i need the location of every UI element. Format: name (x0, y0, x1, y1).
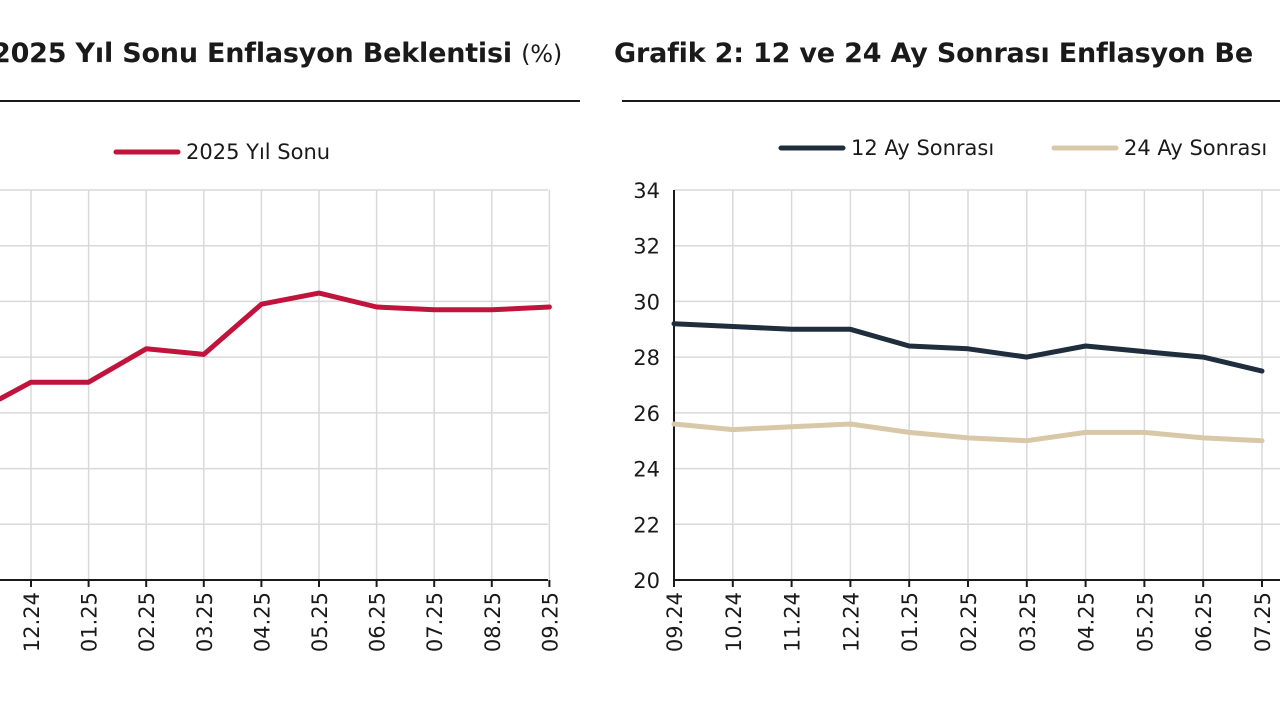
chart1-legend-label: 2025 Yıl Sonu (186, 140, 330, 164)
chart2-x-tick-label: 06.25 (1192, 592, 1216, 652)
chart2-x-tick-label: 05.25 (1133, 592, 1157, 652)
chart2-y-tick-label: 30 (633, 290, 660, 314)
chart2-x-tick-label: 12.24 (839, 592, 863, 652)
chart1-x-tick-label: 09.25 (538, 592, 562, 652)
chart2-x-tick-label: 07.25 (1251, 592, 1275, 652)
chart2-x-tick-label: 01.25 (898, 592, 922, 652)
chart2-legend-label-2: 24 Ay Sonrası (1124, 136, 1267, 160)
chart1-x-tick-label: 04.25 (250, 592, 274, 652)
chart1-series-line (0, 290, 552, 402)
chart2-series-line-2 (671, 421, 1265, 444)
chart2-y-tick-label: 20 (633, 569, 660, 593)
chart2-y-tick-label: 28 (633, 346, 660, 370)
chart1-title: 2025 Yıl Sonu Enflasyon Beklentisi (%) (0, 38, 562, 69)
chart2-x-tick-label: 10.24 (722, 592, 746, 652)
chart2-x-tick-label: 11.24 (781, 592, 805, 652)
chart2-y-tick-label: 26 (633, 402, 660, 426)
chart1-x-tick-label: 03.25 (193, 592, 217, 652)
chart2-x-tick-label: 02.25 (957, 592, 981, 652)
chart2-x-tick-label: 04.25 (1075, 592, 1099, 652)
chart2-y-tick-label: 32 (633, 235, 660, 259)
chart1-title-rule (0, 100, 580, 102)
chart2-y-tick-label: 24 (633, 458, 660, 482)
chart2-title-text: Grafik 2: 12 ve 24 Ay Sonrası Enflasyon … (614, 38, 1253, 69)
chart2-title-rule (622, 100, 1280, 102)
chart1-x-tick-label: 05.25 (308, 592, 332, 652)
chart2-x-tick-label: 09.24 (663, 592, 687, 652)
chart1-x-tick-label: 01.25 (78, 592, 102, 652)
chart1-x-tick-label: 07.25 (423, 592, 447, 652)
chart1-title-text: 2025 Yıl Sonu Enflasyon Beklentisi (0, 38, 512, 69)
chart1-x-tick-label: 08.25 (481, 592, 505, 652)
chart1-x-tick-label: 02.25 (135, 592, 159, 652)
chart2-x-tick-label: 03.25 (1016, 592, 1040, 652)
chart2-y-tick-label: 22 (633, 513, 660, 537)
chart1-x-tick-label: 12.24 (20, 592, 44, 652)
chart2-title: Grafik 2: 12 ve 24 Ay Sonrası Enflasyon … (614, 38, 1253, 69)
chart2-y-tick-label: 34 (633, 179, 660, 203)
chart1-title-unit: (%) (521, 40, 563, 68)
chart1-x-tick-label: 06.25 (366, 592, 390, 652)
chart2-series-line-1 (671, 321, 1265, 374)
chart2-legend-label-1: 12 Ay Sonrası (851, 136, 994, 160)
